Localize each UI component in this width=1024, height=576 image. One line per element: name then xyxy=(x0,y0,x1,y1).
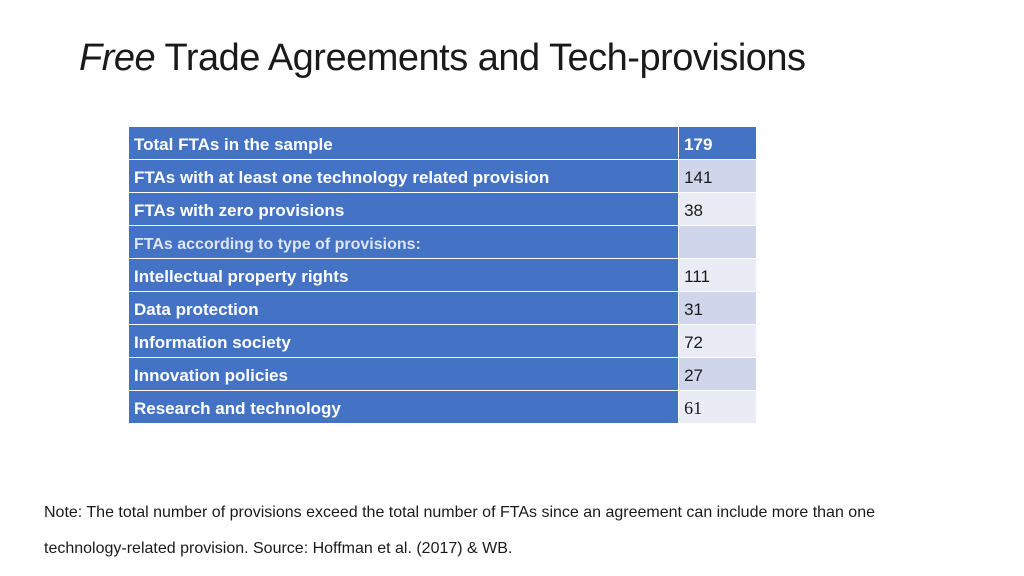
row-value: 61 xyxy=(678,390,757,424)
title-italic: Free xyxy=(79,37,156,79)
table-row: Innovation policies 27 xyxy=(127,357,757,391)
row-value: 27 xyxy=(678,357,757,391)
section-label: FTAs according to type of provisions: xyxy=(127,225,680,259)
row-value: 31 xyxy=(678,291,757,325)
title-rest: Trade Agreements and Tech-provisions xyxy=(155,37,807,79)
footnote-line-1: Note: The total number of provisions exc… xyxy=(44,504,875,521)
row-value: 141 xyxy=(678,159,757,193)
row-label: Innovation policies xyxy=(127,357,680,391)
row-value: 38 xyxy=(678,192,757,226)
row-label: FTAs with at least one technology relate… xyxy=(127,159,680,193)
footnote: Note: The total number of provisions exc… xyxy=(44,495,1004,567)
row-value: 72 xyxy=(678,324,757,358)
row-label: Data protection xyxy=(127,291,680,325)
table-row: Intellectual property rights 111 xyxy=(127,258,757,292)
footnote-line-2: technology-related provision. Source: Ho… xyxy=(44,540,513,557)
table-row: Data protection 31 xyxy=(127,291,757,325)
table-row-section: FTAs according to type of provisions: xyxy=(127,225,757,259)
row-label: Information society xyxy=(127,324,680,358)
table-row: Research and technology 61 xyxy=(127,390,757,424)
table-row: Information society 72 xyxy=(127,324,757,358)
table-row-total: Total FTAs in the sample 179 xyxy=(127,126,757,160)
row-value xyxy=(678,225,757,259)
table-row: FTAs with at least one technology relate… xyxy=(127,159,757,193)
row-label: Intellectual property rights xyxy=(127,258,680,292)
row-label: Research and technology xyxy=(127,390,680,424)
row-value: 111 xyxy=(678,258,757,292)
row-value: 179 xyxy=(678,126,757,160)
row-label: Total FTAs in the sample xyxy=(127,126,680,160)
table-row: FTAs with zero provisions 38 xyxy=(127,192,757,226)
row-label: FTAs with zero provisions xyxy=(127,192,680,226)
fta-table: Total FTAs in the sample 179 FTAs with a… xyxy=(127,126,757,424)
slide-title: Free Trade Agreements and Tech-provision… xyxy=(79,37,806,80)
